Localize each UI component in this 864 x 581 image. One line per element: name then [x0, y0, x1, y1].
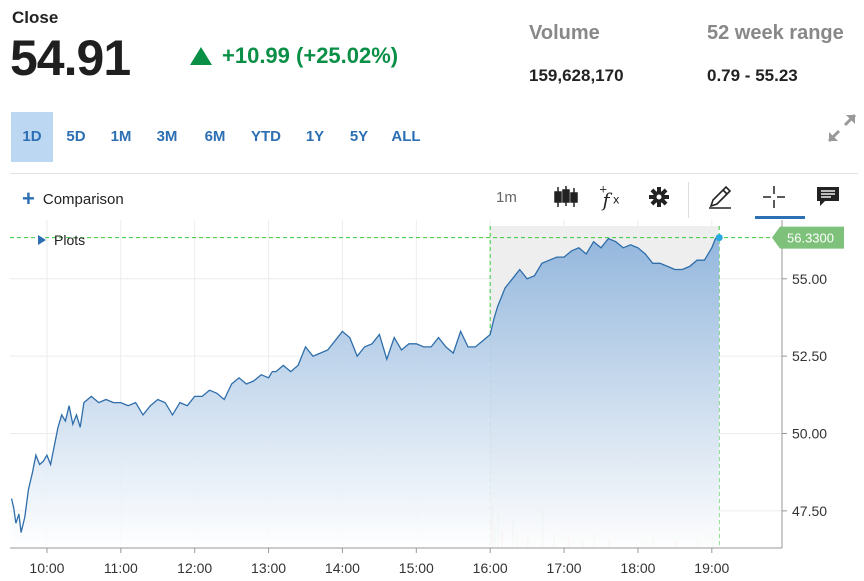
tab-3m[interactable]: 3M	[156, 128, 178, 145]
plots-toggle[interactable]: Plots	[38, 232, 85, 248]
price-chart[interactable]: 10:00 11:00 12:00 13:00 14:00 15:00 16:00 17:00…	[0, 220, 864, 581]
volume-label: Volume	[529, 22, 600, 44]
tab-1y[interactable]: 1Y	[305, 128, 325, 145]
gear-icon[interactable]	[645, 184, 673, 210]
tab-1m[interactable]: 1M	[110, 128, 132, 145]
comparison-button[interactable]: + Comparison	[22, 186, 124, 211]
x-tick-label: 14:00	[325, 560, 360, 576]
caret-right-icon	[38, 235, 46, 245]
candlestick-icon[interactable]	[552, 184, 580, 210]
price-area	[11, 237, 720, 548]
svg-text:x: x	[613, 194, 620, 207]
tab-5y[interactable]: 5Y	[349, 128, 369, 145]
y-tick-label: 52.50	[792, 348, 827, 364]
toolbar-divider	[10, 173, 858, 174]
x-tick-label: 11:00	[104, 560, 138, 576]
close-price: 54.91	[10, 30, 131, 86]
y-tick-label: 50.00	[792, 426, 827, 442]
current-price-label: 56.3300	[787, 231, 834, 246]
x-tick-label: 19:00	[694, 560, 729, 576]
interval-selector[interactable]: 1m	[496, 189, 517, 206]
x-tick-label: 18:00	[620, 560, 655, 576]
price-line	[10, 236, 720, 533]
range-label: 52 week range	[707, 22, 844, 44]
indicators-icon[interactable]: + f x	[597, 183, 625, 211]
x-tick-label: 12:00	[177, 560, 212, 576]
range-tabs: 1D 5D 1M 3M 6M YTD 1Y 5Y ALL	[11, 112, 431, 162]
x-tick-label: 17:00	[547, 560, 582, 576]
tab-6m[interactable]: 6M	[204, 128, 226, 145]
volume-value: 159,628,170	[529, 66, 624, 85]
comparison-label: Comparison	[42, 190, 124, 208]
y-tick-label: 47.50	[792, 503, 827, 519]
x-tick-label: 16:00	[473, 560, 508, 576]
tab-5d[interactable]: 5D	[66, 128, 86, 145]
x-tick-label: 13:00	[251, 560, 286, 576]
tab-ytd[interactable]: YTD	[251, 128, 281, 145]
current-price-badge	[772, 226, 844, 249]
y-tick-label: 55.00	[792, 271, 827, 287]
price-change: +10.99 (+25.02%)	[190, 43, 398, 69]
tab-all[interactable]: ALL	[391, 128, 421, 145]
crosshair-icon[interactable]	[760, 184, 788, 210]
expand-icon[interactable]	[826, 112, 858, 144]
x-tick-label: 10:00	[29, 560, 64, 576]
pencil-icon[interactable]	[706, 184, 734, 210]
up-arrow-icon	[190, 47, 212, 65]
svg-text:+: +	[599, 183, 608, 195]
comment-icon[interactable]	[814, 184, 842, 210]
toolbar-separator	[688, 182, 689, 218]
price-change-value: +10.99 (+25.02%)	[222, 43, 399, 68]
crosshair-active-indicator	[755, 216, 805, 219]
range-value: 0.79 - 55.23	[707, 66, 798, 85]
plus-icon: +	[22, 186, 35, 211]
plots-label: Plots	[54, 232, 86, 248]
x-tick-label: 15:00	[399, 560, 434, 576]
current-price-dot	[715, 234, 723, 242]
close-label: Close	[12, 8, 59, 27]
svg-text:f: f	[601, 190, 613, 211]
tab-1d[interactable]: 1D	[11, 112, 53, 162]
